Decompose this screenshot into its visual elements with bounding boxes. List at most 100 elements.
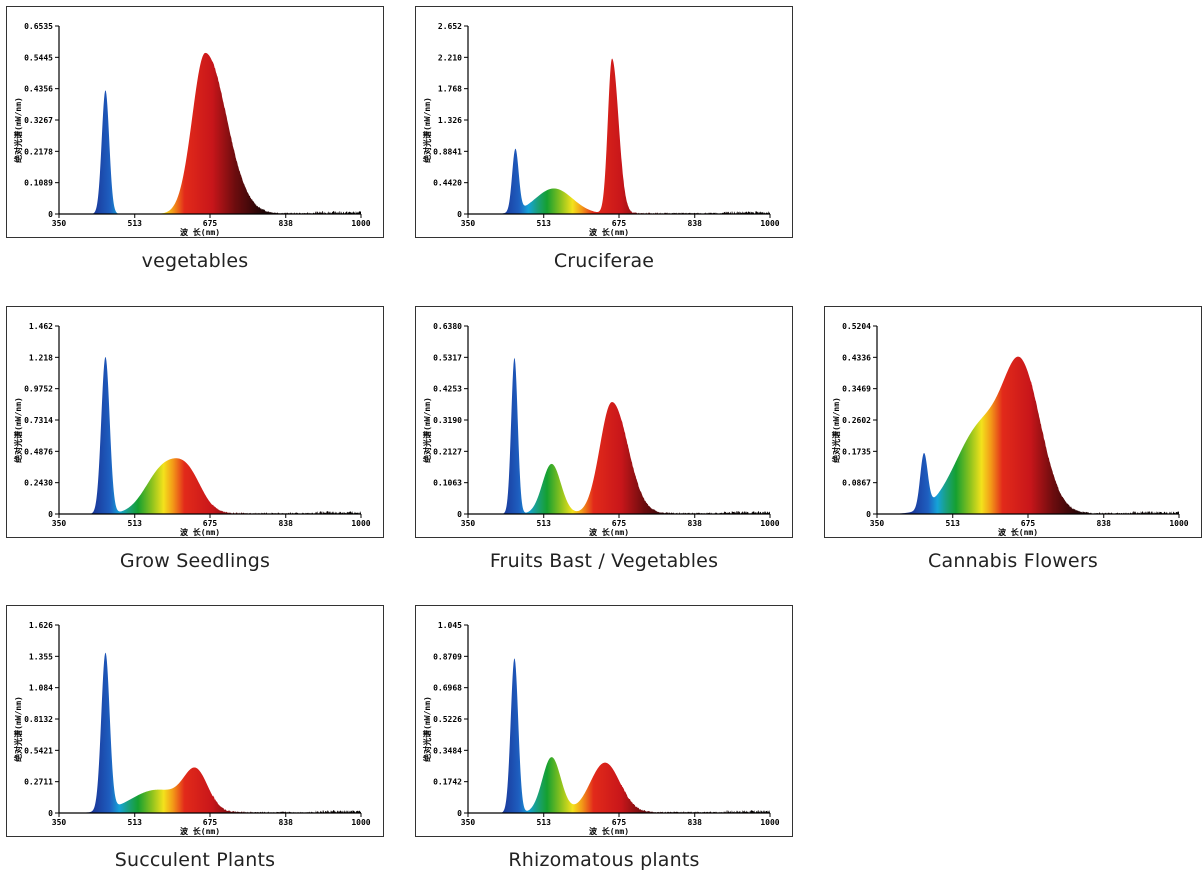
x-tick-label: 675 <box>612 818 627 827</box>
x-axis-label: 波 长(nm) <box>589 826 629 836</box>
y-tick-label: 0.9752 <box>24 385 53 394</box>
x-tick-label: 350 <box>461 219 476 228</box>
y-tick-label: 1.084 <box>29 684 53 693</box>
x-tick-label: 675 <box>203 519 218 528</box>
x-tick-label: 838 <box>279 519 294 528</box>
y-tick-label: 0.1735 <box>842 447 871 456</box>
x-axis-label: 波 长(nm) <box>589 527 629 537</box>
y-tick-label: 1.768 <box>438 85 462 94</box>
chart-caption: Cannabis Flowers <box>928 550 1098 572</box>
x-tick-label: 350 <box>870 519 885 528</box>
chart-caption: vegetables <box>141 250 249 272</box>
y-tick-label: 0.4253 <box>433 385 462 394</box>
x-tick-label: 838 <box>1097 519 1112 528</box>
x-axis-label: 波 长(nm) <box>180 227 220 237</box>
x-tick-label: 675 <box>612 219 627 228</box>
x-tick-label: 513 <box>946 519 961 528</box>
chart-frame: 0 0.4420 0.8841 1.326 1.768 2.210 2.652 350 513 6… <box>415 6 793 238</box>
y-tick-label: 0.6380 <box>433 322 462 331</box>
spectrum-area <box>59 356 361 514</box>
x-tick-label: 838 <box>688 219 703 228</box>
y-tick-label: 0.7314 <box>24 416 53 425</box>
y-tick-label: 0.1089 <box>24 179 53 188</box>
y-tick-label: 0.8709 <box>433 652 462 661</box>
y-tick-label: 0.4356 <box>24 85 53 94</box>
x-axis-label: 波 长(nm) <box>589 227 629 237</box>
y-tick-label: 0.5317 <box>433 353 462 362</box>
y-tick-label: 0.3469 <box>842 385 871 394</box>
y-tick-label: 1.045 <box>438 621 462 630</box>
y-tick-label: 0.4876 <box>24 447 53 456</box>
x-tick-label: 513 <box>128 519 143 528</box>
x-tick-label: 350 <box>461 818 476 827</box>
spectrum-area <box>468 58 770 215</box>
y-tick-label: 0 <box>457 510 462 519</box>
y-tick-label: 0.5445 <box>24 53 53 62</box>
y-tick-label: 0 <box>457 210 462 219</box>
y-tick-label: 1.218 <box>29 353 53 362</box>
chart-caption: Rhizomatous plants <box>508 849 700 871</box>
y-tick-label: 0.3190 <box>433 416 462 425</box>
x-tick-label: 513 <box>537 219 552 228</box>
y-tick-label: 0.2127 <box>433 447 462 456</box>
x-tick-label: 675 <box>203 219 218 228</box>
y-tick-label: 0 <box>866 510 871 519</box>
y-tick-label: 0.0867 <box>842 479 871 488</box>
spectrum-area <box>468 658 770 813</box>
y-tick-label: 0.5204 <box>842 322 871 331</box>
spectrum-area <box>59 52 361 215</box>
x-tick-label: 513 <box>128 219 143 228</box>
x-tick-label: 1000 <box>760 219 779 228</box>
y-tick-label: 0.5421 <box>24 746 53 755</box>
chart-frame: 0 0.2430 0.4876 0.7314 0.9752 1.218 1.462 350 51… <box>6 306 384 538</box>
y-tick-label: 1.355 <box>29 652 53 661</box>
chart-caption: Succulent Plants <box>114 849 276 871</box>
y-tick-label: 0 <box>48 809 53 818</box>
y-tick-label: 0.4420 <box>433 179 462 188</box>
y-tick-label: 0.5226 <box>433 715 462 724</box>
x-tick-label: 1000 <box>760 519 779 528</box>
spectrum-chart-svg: 0 0.0867 0.1735 0.2602 0.3469 0.4336 0.5204 350… <box>831 322 1189 537</box>
y-axis-label: 绝对光谱(mW/nm) <box>422 397 432 463</box>
x-tick-label: 675 <box>1021 519 1036 528</box>
x-tick-label: 350 <box>52 219 67 228</box>
x-tick-label: 1000 <box>351 818 370 827</box>
y-tick-label: 0.6968 <box>433 684 462 693</box>
spectrum-chart-svg: 0 0.1063 0.2127 0.3190 0.4253 0.5317 0.6380 350… <box>422 322 780 537</box>
x-tick-label: 1000 <box>1169 519 1188 528</box>
chart-frame: 0 0.2711 0.5421 0.8132 1.084 1.355 1.626 350 513… <box>6 605 384 837</box>
spectrum-chart-svg: 0 0.2711 0.5421 0.8132 1.084 1.355 1.626 350 513… <box>13 621 371 836</box>
y-tick-label: 0.3267 <box>24 116 53 125</box>
y-tick-label: 1.462 <box>29 322 53 331</box>
x-tick-label: 838 <box>279 219 294 228</box>
spectrum-chart-svg: 0 0.1742 0.3484 0.5226 0.6968 0.8709 1.045 350 5… <box>422 621 780 836</box>
x-tick-label: 838 <box>688 818 703 827</box>
spectrum-chart-svg: 0 0.4420 0.8841 1.326 1.768 2.210 2.652 350 513 6… <box>422 22 780 237</box>
x-tick-label: 838 <box>688 519 703 528</box>
chart-caption: Cruciferae <box>553 250 655 272</box>
x-axis-label: 波 长(nm) <box>180 527 220 537</box>
chart-frame: 0 0.1063 0.2127 0.3190 0.4253 0.5317 0.6380 350… <box>415 306 793 538</box>
x-tick-label: 350 <box>52 519 67 528</box>
y-tick-label: 0.2602 <box>842 416 871 425</box>
y-tick-label: 0.8841 <box>433 147 462 156</box>
x-tick-label: 513 <box>128 818 143 827</box>
y-tick-label: 0 <box>48 210 53 219</box>
y-axis-label: 绝对光谱(mW/nm) <box>422 696 432 762</box>
y-tick-label: 2.652 <box>438 22 462 31</box>
y-tick-label: 0.2430 <box>24 479 53 488</box>
y-tick-label: 1.326 <box>438 116 462 125</box>
spectrum-area <box>877 356 1179 514</box>
y-axis-label: 绝对光谱(mW/nm) <box>831 397 841 463</box>
x-tick-label: 513 <box>537 519 552 528</box>
chart-frame: 0 0.1089 0.2178 0.3267 0.4356 0.5445 0.6535 350… <box>6 6 384 238</box>
y-tick-label: 0.1742 <box>433 778 462 787</box>
chart-caption: Fruits Bast / Vegetables <box>489 550 719 572</box>
y-tick-label: 0.8132 <box>24 715 53 724</box>
y-tick-label: 0.2178 <box>24 147 53 156</box>
spectrum-chart-svg: 0 0.1089 0.2178 0.3267 0.4356 0.5445 0.6535 350… <box>13 22 371 237</box>
chart-frame: 0 0.0867 0.1735 0.2602 0.3469 0.4336 0.5204 350… <box>824 306 1202 538</box>
x-tick-label: 1000 <box>351 219 370 228</box>
spectrum-chart-svg: 0 0.2430 0.4876 0.7314 0.9752 1.218 1.462 350 51… <box>13 322 371 537</box>
y-tick-label: 2.210 <box>438 53 462 62</box>
